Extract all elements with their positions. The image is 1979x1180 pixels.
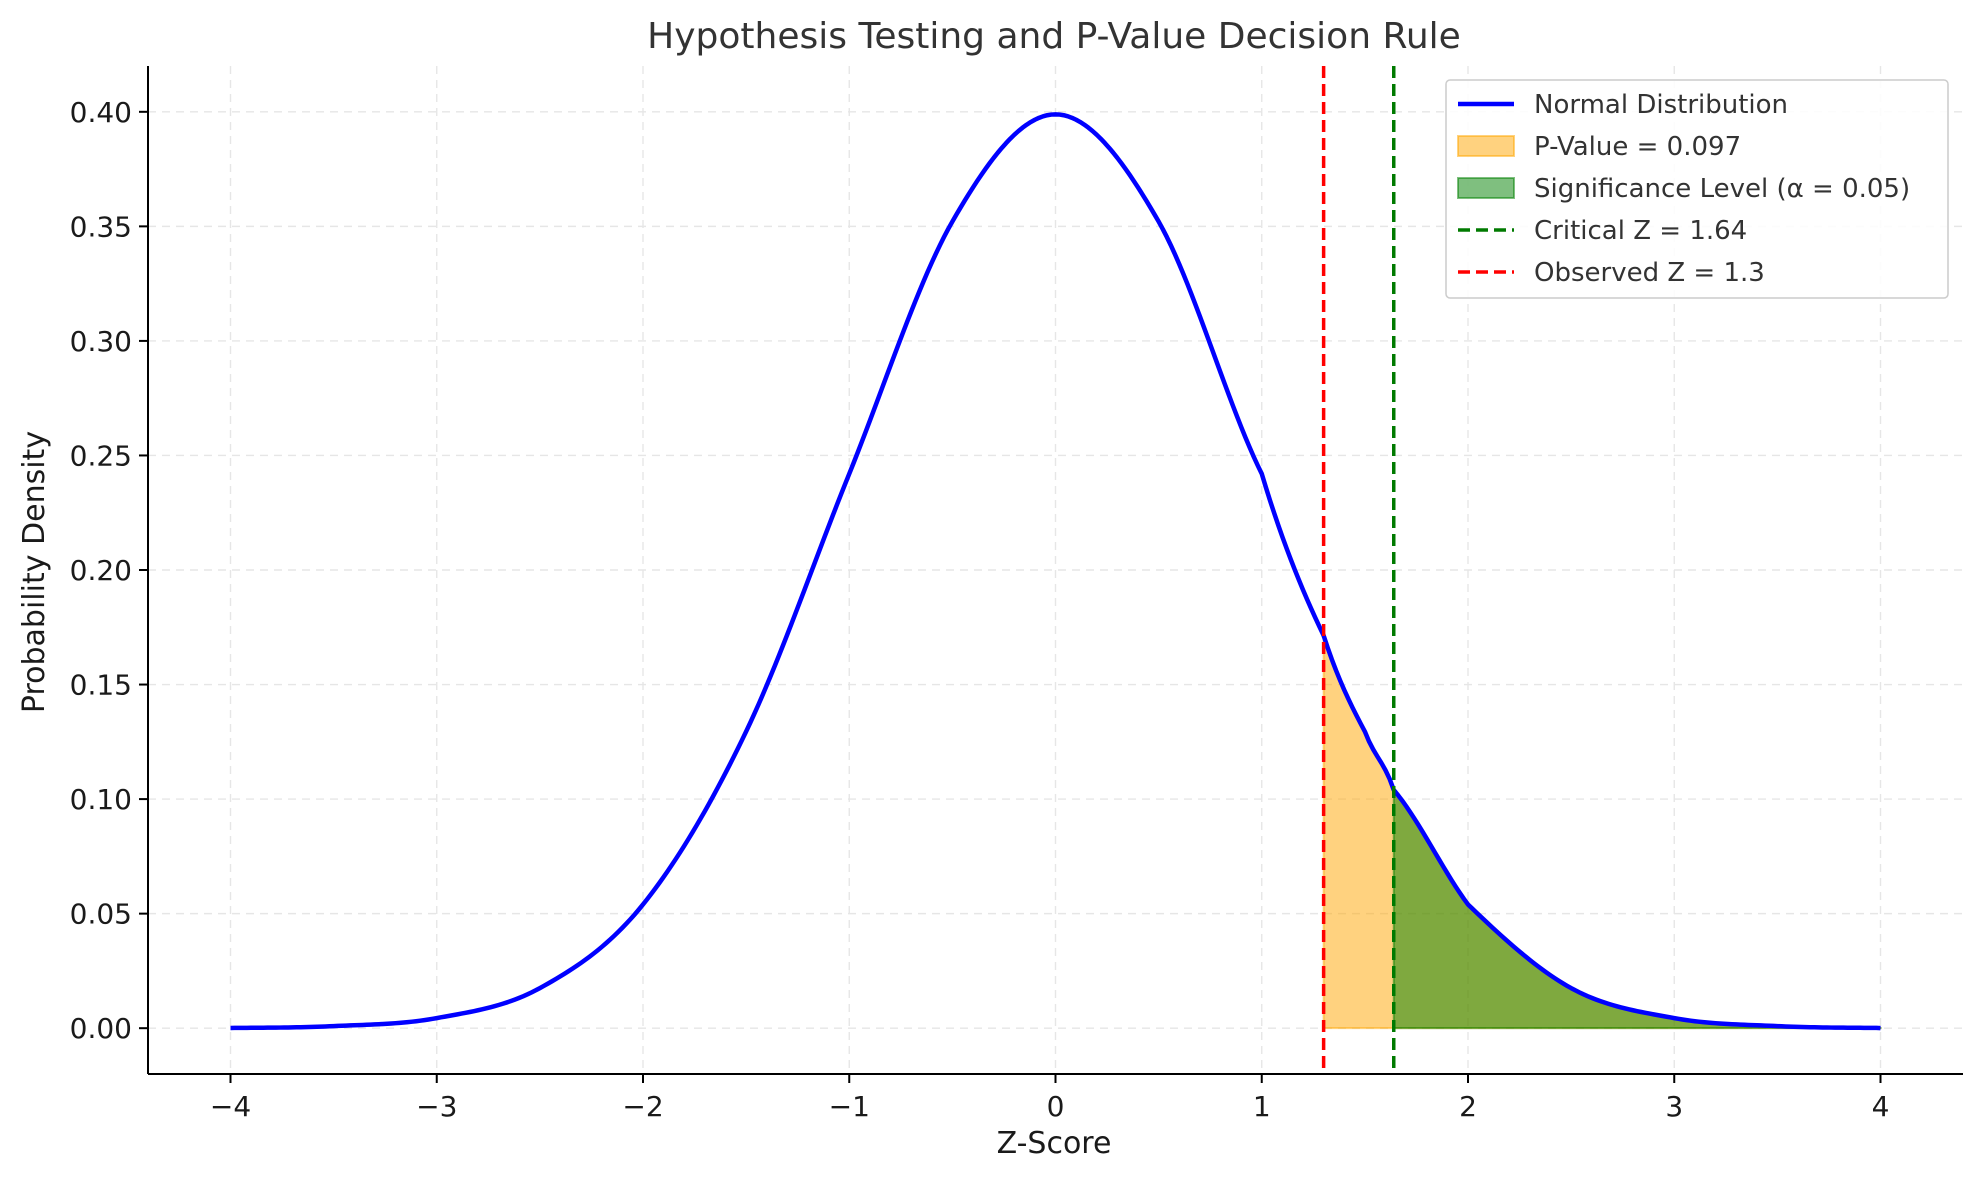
x-tick-label: −1 — [829, 1090, 870, 1123]
x-tick-label: −4 — [210, 1090, 251, 1123]
x-tick-label: −3 — [416, 1090, 457, 1123]
curve-lines — [230, 66, 1881, 1074]
x-tick-label: −2 — [622, 1090, 663, 1123]
y-axis-title: Probability Density — [17, 431, 52, 713]
axes: −4 −3 −2 −1 0 1 2 3 4 0.00 0.05 0.10 0.15 0.20 0.25 0.3… — [70, 66, 1963, 1123]
y-tick-label: 0.30 — [70, 325, 132, 358]
chart-title: Hypothesis Testing and P-Value Decision … — [647, 16, 1461, 57]
y-tick-label: 0.15 — [70, 669, 132, 702]
y-tick-label: 0.25 — [70, 439, 132, 472]
legend-box — [1445, 79, 1949, 299]
x-tick-label: 3 — [1665, 1090, 1683, 1123]
y-tick-label: 0.35 — [70, 210, 132, 243]
x-tick-label: 4 — [1872, 1090, 1890, 1123]
legend-swatch-area — [1457, 177, 1515, 199]
normal-distribution-line — [230, 112, 1881, 1031]
x-axis-title: Z-Score — [997, 1126, 1112, 1161]
y-tick-label: 0.00 — [70, 1012, 132, 1045]
y-tick-label: 0.05 — [70, 898, 132, 931]
y-tick-label: 0.20 — [70, 554, 132, 587]
legend-label: Significance Level (α = 0.05) — [1534, 174, 1910, 204]
legend-swatch-area — [1457, 135, 1515, 157]
y-tick-label: 0.10 — [70, 783, 132, 816]
x-tick-label: 0 — [1047, 1090, 1065, 1123]
legend-label: P-Value = 0.097 — [1534, 132, 1741, 162]
legend-label: Observed Z = 1.3 — [1534, 258, 1765, 288]
legend-label: Critical Z = 1.64 — [1534, 216, 1747, 246]
x-tick-label: 2 — [1459, 1090, 1477, 1123]
legend: Normal Distribution P-Value = 0.097 Signif… — [1445, 79, 1949, 299]
x-tick-label: 1 — [1253, 1090, 1271, 1123]
legend-label: Normal Distribution — [1534, 90, 1788, 120]
y-tick-label: 0.40 — [70, 96, 132, 129]
